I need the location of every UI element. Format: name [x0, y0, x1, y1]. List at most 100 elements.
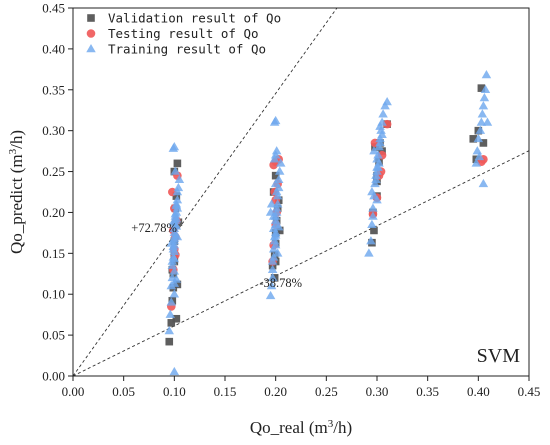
data-point: [269, 117, 280, 126]
series-circle: [166, 119, 488, 311]
data-point: [364, 248, 374, 257]
y-axis-title: Qo_predict (m3/h): [7, 130, 26, 254]
data-point: [168, 241, 179, 251]
data-point: [480, 84, 491, 94]
data-point: [473, 133, 484, 143]
data-point: [371, 174, 381, 183]
x-tick-label: 0.15: [214, 384, 237, 399]
data-point: [169, 246, 180, 255]
legend-label: Training result of Qo: [108, 42, 266, 57]
y-tick-label: 0.30: [42, 123, 65, 138]
data-point: [267, 264, 278, 273]
data-point: [164, 326, 175, 335]
legend-marker: [86, 44, 96, 53]
data-point: [167, 319, 176, 327]
data-point: [271, 146, 282, 155]
x-tick-label: 0.20: [264, 384, 287, 399]
data-point: [171, 213, 182, 223]
data-point: [172, 195, 183, 204]
data-point: [481, 70, 492, 79]
y-tick-label: 0.40: [42, 41, 65, 56]
data-point: [472, 146, 483, 155]
x-tick-label: 0.25: [315, 384, 338, 399]
data-point: [375, 137, 385, 147]
data-point: [477, 109, 488, 118]
data-point: [272, 199, 283, 208]
data-point: [482, 117, 493, 126]
data-point: [479, 139, 488, 147]
data-point: [267, 272, 278, 282]
data-point: [372, 195, 382, 204]
y-tick-label: 0.25: [42, 164, 65, 179]
data-point: [274, 166, 285, 175]
data-point: [478, 101, 489, 110]
x-tick-label: 0.05: [112, 384, 135, 399]
data-point: [471, 158, 482, 167]
y-tick-label: 0.05: [42, 328, 65, 343]
data-point: [170, 209, 181, 218]
reference-line: [73, 150, 529, 376]
data-point: [165, 337, 174, 346]
data-point: [169, 266, 180, 275]
data-point: [368, 211, 378, 220]
y-tick-label: 0.35: [42, 82, 65, 97]
data-point: [366, 236, 376, 245]
data-point: [275, 158, 286, 167]
data-point: [169, 233, 180, 242]
data-point: [170, 166, 181, 175]
x-tick-label: 0.00: [62, 384, 85, 399]
y-tick-label: 0.20: [42, 205, 65, 220]
legend-item: Training result of Qo: [86, 42, 266, 57]
data-point: [273, 222, 284, 231]
data-point: [172, 203, 183, 212]
data-point: [469, 135, 478, 143]
data-point: [477, 84, 486, 92]
legend-item: Validation result of Qo: [87, 11, 281, 26]
x-tick-label: 0.35: [416, 384, 439, 399]
reference-line: [73, 8, 338, 376]
data-point: [172, 314, 181, 323]
data-point: [266, 281, 277, 290]
data-point: [378, 109, 388, 118]
legend-marker: [86, 29, 96, 38]
legend-label: Testing result of Qo: [108, 26, 259, 41]
y-tick-label: 0.10: [42, 287, 65, 302]
legend-marker: [87, 14, 95, 22]
data-point: [377, 129, 387, 139]
data-point: [169, 254, 180, 263]
data-points: [164, 70, 493, 376]
data-point: [368, 203, 378, 212]
data-point: [382, 119, 392, 129]
x-tick-label: 0.40: [467, 384, 490, 399]
data-point: [475, 125, 486, 134]
data-point: [265, 290, 276, 300]
data-point: [169, 278, 180, 287]
x-tick-label: 0.45: [518, 384, 541, 399]
data-point: [270, 230, 281, 239]
data-point: [272, 248, 283, 257]
data-point: [382, 97, 392, 106]
data-point: [369, 146, 379, 155]
reference-lines: [73, 8, 529, 376]
y-axis: 0.00 0.05 0.10 0.15 0.20 0.25 0.30 0.35 0.40 0.45: [42, 1, 73, 384]
x-axis: 0.00 0.05 0.10 0.15 0.20 0.25 0.30 0.35 0.40 0.45: [62, 376, 541, 399]
data-point: [271, 171, 280, 180]
data-point: [173, 182, 184, 192]
plot-frame: [72, 7, 530, 377]
data-point: [266, 199, 277, 208]
data-point: [271, 187, 282, 196]
data-point: [478, 178, 489, 188]
legend-label: Validation result of Qo: [108, 11, 281, 26]
x-tick-label: 0.30: [366, 384, 389, 399]
x-tick-label: 0.10: [163, 384, 186, 399]
y-tick-label: 0.45: [42, 1, 65, 16]
data-point: [270, 178, 281, 188]
annotations: +72.78% -38.78%: [131, 221, 302, 290]
x-axis-title: Qo_real (m3/h): [250, 418, 352, 437]
data-point: [479, 92, 490, 102]
data-point: [169, 289, 180, 298]
error-band-label: +72.78%: [131, 221, 177, 235]
data-point: [174, 174, 185, 183]
